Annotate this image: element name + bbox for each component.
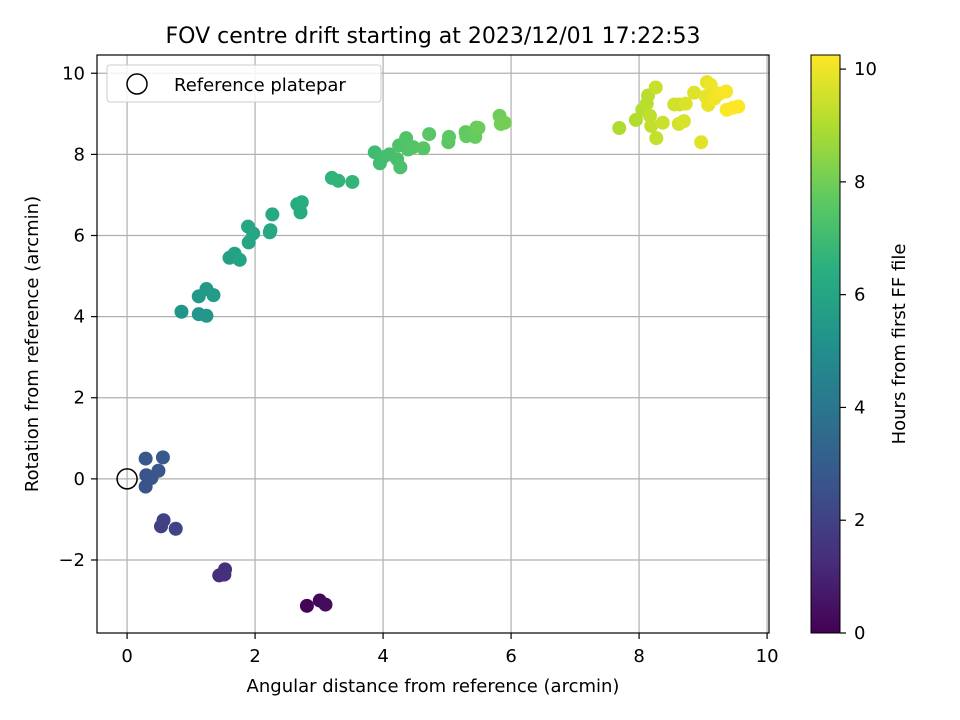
scatter-point: [206, 288, 221, 303]
scatter-point: [628, 112, 643, 127]
scatter-point: [331, 173, 346, 188]
colorbar-gradient: [811, 55, 840, 633]
colorbar-tick-label: 6: [854, 285, 865, 306]
colorbar-tick-label: 8: [854, 172, 865, 193]
scatter-point: [497, 115, 512, 130]
scatter-point: [442, 129, 456, 144]
x-tick-label: 6: [505, 646, 516, 667]
scatter-point: [241, 219, 256, 234]
scatter-point: [218, 562, 232, 577]
scatter-points: [138, 75, 746, 613]
legend-reference-marker: [126, 73, 148, 95]
scatter-point: [676, 114, 691, 129]
scatter-point: [719, 84, 734, 99]
y-tick-label: 6: [74, 225, 85, 246]
legend: Reference platepar: [106, 64, 382, 103]
scatter-point: [642, 108, 657, 123]
scatter-point: [156, 513, 171, 528]
scatter-point: [703, 78, 718, 93]
scatter-point: [293, 205, 308, 220]
x-tick-label: 0: [121, 646, 132, 667]
y-tick-label: 0: [74, 469, 85, 490]
scatter-point: [687, 85, 702, 100]
scatter-point: [655, 115, 670, 130]
scatter-point: [155, 450, 170, 465]
y-tick-label: 2: [74, 388, 85, 409]
scatter-point: [232, 252, 247, 267]
scatter-point: [265, 207, 280, 222]
scatter-point: [406, 140, 421, 155]
scatter-point: [294, 195, 309, 210]
x-tick-label: 8: [633, 646, 644, 667]
x-tick-label: 2: [249, 646, 260, 667]
plot-area: 0 2 4 6 8 10 −2 0 2 4 6 8 10: [58, 54, 779, 667]
y-axis-ticks: −2 0 2 4 6 8 10: [58, 63, 97, 571]
y-axis-label: Rotation from reference (arcmin): [22, 196, 43, 492]
scatter-point: [318, 597, 333, 612]
colorbar-tick-label: 0: [854, 623, 865, 644]
chart-title: FOV centre drift starting at 2023/12/01 …: [166, 24, 701, 49]
scatter-point: [345, 174, 360, 189]
colorbar-tick-label: 2: [854, 510, 865, 531]
scatter-point: [174, 304, 189, 319]
scatter-point: [649, 131, 664, 146]
colorbar: 0 2 4 6 8 10 Hours from first FF file: [810, 54, 910, 644]
scatter-point: [299, 598, 314, 613]
scatter-point: [471, 121, 486, 136]
x-tick-label: 4: [377, 646, 388, 667]
y-tick-label: 8: [74, 144, 85, 165]
y-tick-label: 10: [62, 63, 85, 84]
y-grid: [97, 72, 769, 561]
scatter-point: [644, 118, 659, 133]
scatter-point: [612, 121, 627, 136]
colorbar-frame: [810, 54, 841, 634]
scatter-point: [422, 127, 437, 142]
x-tick-label: 10: [756, 646, 779, 667]
colorbar-tick-label: 4: [854, 397, 865, 418]
scatter-point: [151, 463, 166, 478]
scatter-point: [678, 96, 693, 111]
scatter-point: [168, 521, 183, 536]
colorbar-label: Hours from first FF file: [889, 244, 910, 445]
scatter-point: [416, 141, 431, 156]
scatter-point: [694, 135, 709, 150]
scatter-point: [199, 308, 214, 323]
plot-frame: [96, 54, 770, 634]
legend-entry-reference: Reference platepar: [174, 75, 346, 96]
scatter-point: [731, 99, 746, 114]
scatter-point: [263, 223, 278, 238]
scatter-point: [648, 80, 663, 95]
x-axis-label: Angular distance from reference (arcmin): [247, 676, 620, 697]
scatter-point: [393, 160, 408, 175]
colorbar-ticks: 0 2 4 6 8 10: [840, 59, 877, 644]
scatter-point: [138, 451, 153, 466]
legend-box: [106, 64, 382, 103]
colorbar-tick-label: 10: [854, 59, 877, 80]
x-axis-ticks: 0 2 4 6 8 10: [121, 633, 779, 667]
reference-marker: [116, 468, 138, 490]
y-tick-label: 4: [74, 307, 85, 328]
y-tick-label: −2: [58, 550, 85, 571]
